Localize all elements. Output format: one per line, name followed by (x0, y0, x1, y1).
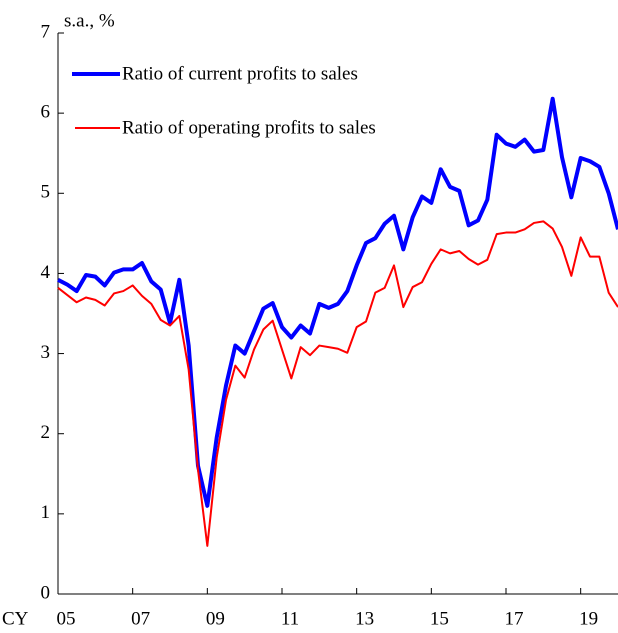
y-axis-label: s.a., % (64, 10, 115, 31)
y-tick-label: 3 (41, 342, 51, 363)
x-tick-label: 15 (430, 608, 449, 629)
x-tick-label: 11 (281, 608, 299, 629)
x-axis-label: CY (2, 608, 29, 629)
y-tick-label: 4 (41, 262, 51, 283)
x-tick-label: 19 (579, 608, 598, 629)
x-tick-label: 17 (505, 608, 524, 629)
y-tick-label: 0 (41, 582, 51, 603)
legend-label: Ratio of operating profits to sales (122, 117, 376, 138)
y-tick-label: 2 (41, 422, 51, 443)
y-tick-label: 7 (41, 21, 51, 42)
y-tick-label: 6 (41, 102, 51, 123)
x-tick-label: 09 (206, 608, 225, 629)
legend-label: Ratio of current profits to sales (122, 63, 358, 84)
series-line (57, 220, 618, 547)
y-tick-label: 1 (41, 502, 51, 523)
x-tick-label: 05 (57, 608, 76, 629)
series-line (57, 96, 618, 508)
x-tick-label: 07 (131, 608, 150, 629)
y-tick-label: 5 (41, 182, 51, 203)
x-tick-label: 13 (355, 608, 374, 629)
